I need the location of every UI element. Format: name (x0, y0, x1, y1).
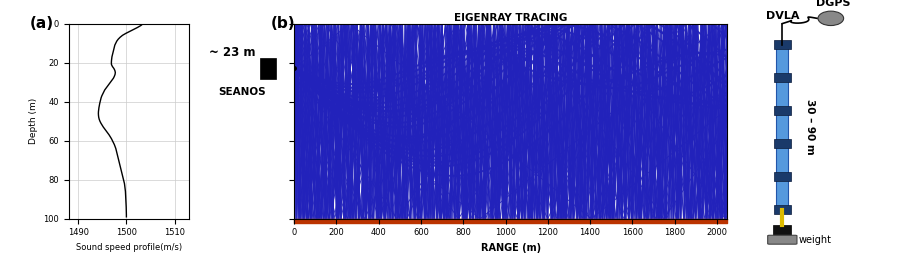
Text: ~ 23 m: ~ 23 m (210, 46, 255, 59)
Text: (b): (b) (270, 16, 295, 31)
Title: EIGENRAY TRACING: EIGENRAY TRACING (454, 13, 567, 23)
Y-axis label: Depth (m): Depth (m) (28, 98, 38, 144)
Text: DGPS: DGPS (816, 0, 851, 8)
Text: SEANOS: SEANOS (218, 87, 265, 97)
Text: (a): (a) (30, 16, 54, 31)
X-axis label: Sound speed profile(m/s): Sound speed profile(m/s) (76, 243, 182, 252)
Text: DVLA: DVLA (766, 11, 799, 21)
Text: weight: weight (799, 235, 832, 245)
Text: 30 – 90 m: 30 – 90 m (805, 99, 815, 155)
X-axis label: RANGE (m): RANGE (m) (480, 243, 541, 253)
